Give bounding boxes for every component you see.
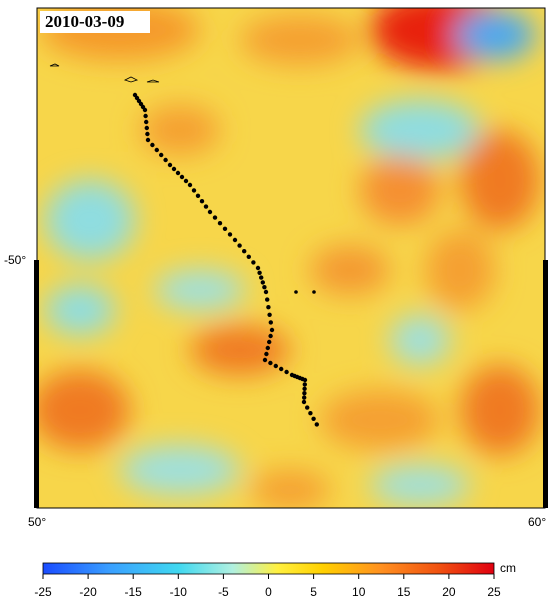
island — [267, 339, 272, 345]
colorbar-tick-label: 10 — [352, 585, 366, 599]
island — [269, 327, 275, 333]
island — [259, 275, 264, 280]
island — [294, 290, 298, 294]
frame-bar — [34, 260, 39, 508]
colorbar-tick-label: 5 — [310, 585, 317, 599]
anomaly-field — [37, 8, 545, 508]
colorbar-tick-label: -25 — [34, 585, 52, 599]
island — [257, 270, 262, 275]
island — [267, 312, 272, 317]
island — [145, 137, 151, 143]
lon-label: 60° — [528, 515, 546, 529]
island — [144, 119, 149, 125]
islands — [132, 92, 319, 427]
island — [207, 209, 213, 215]
colorbar-tick-label: -5 — [218, 585, 229, 599]
island — [302, 382, 307, 387]
island — [302, 377, 308, 383]
island — [251, 260, 256, 265]
island — [265, 297, 270, 302]
island — [159, 152, 164, 158]
island — [222, 226, 228, 231]
island — [314, 422, 319, 427]
island — [268, 333, 273, 339]
island — [255, 265, 261, 271]
island — [263, 289, 269, 295]
island — [273, 363, 278, 369]
island — [266, 305, 271, 310]
island — [175, 170, 181, 176]
island — [183, 178, 189, 184]
frame-bar — [543, 260, 548, 508]
island — [260, 280, 265, 285]
island — [171, 166, 177, 172]
island — [242, 249, 247, 254]
island — [237, 243, 242, 248]
island — [145, 131, 150, 137]
colorbar-tick-label: 15 — [397, 585, 411, 599]
island — [227, 232, 233, 237]
map-frame — [36, 7, 546, 509]
island — [217, 221, 223, 226]
island — [262, 285, 267, 290]
island — [268, 320, 273, 325]
island — [187, 182, 193, 188]
lat-label: -50° — [4, 253, 26, 267]
colorbar-tick-label: 0 — [265, 585, 272, 599]
island — [144, 125, 149, 131]
island — [203, 204, 209, 209]
island — [279, 366, 284, 372]
lon-label: 50° — [28, 515, 46, 529]
island — [195, 193, 201, 198]
island — [302, 386, 307, 391]
island — [262, 357, 268, 363]
date-label: 2010-03-09 — [45, 12, 124, 31]
island — [191, 188, 197, 193]
colorbar-tick-label: -15 — [125, 585, 143, 599]
island — [142, 107, 148, 113]
island — [311, 416, 316, 421]
island — [305, 405, 310, 410]
island — [150, 142, 155, 148]
island — [308, 411, 313, 416]
colorbar-tick-label: 20 — [442, 585, 456, 599]
island — [302, 391, 307, 396]
colorbar-tick-label: -20 — [79, 585, 97, 599]
island — [284, 369, 289, 375]
island — [167, 162, 173, 168]
island — [232, 237, 238, 243]
island — [312, 290, 316, 294]
colorbar-unit: cm — [500, 561, 516, 575]
colorbar-tick-label: -10 — [170, 585, 188, 599]
date-box — [40, 11, 150, 33]
island — [301, 399, 307, 405]
island — [265, 345, 270, 351]
colorbar — [42, 562, 495, 575]
island — [199, 199, 205, 204]
island — [154, 147, 159, 153]
island — [212, 215, 218, 220]
colorbar-tick-label: 25 — [487, 585, 501, 599]
island — [163, 157, 168, 163]
island — [179, 174, 185, 180]
island — [143, 113, 148, 119]
island — [302, 395, 307, 400]
island — [246, 254, 251, 259]
island — [268, 360, 273, 366]
island — [264, 351, 269, 357]
